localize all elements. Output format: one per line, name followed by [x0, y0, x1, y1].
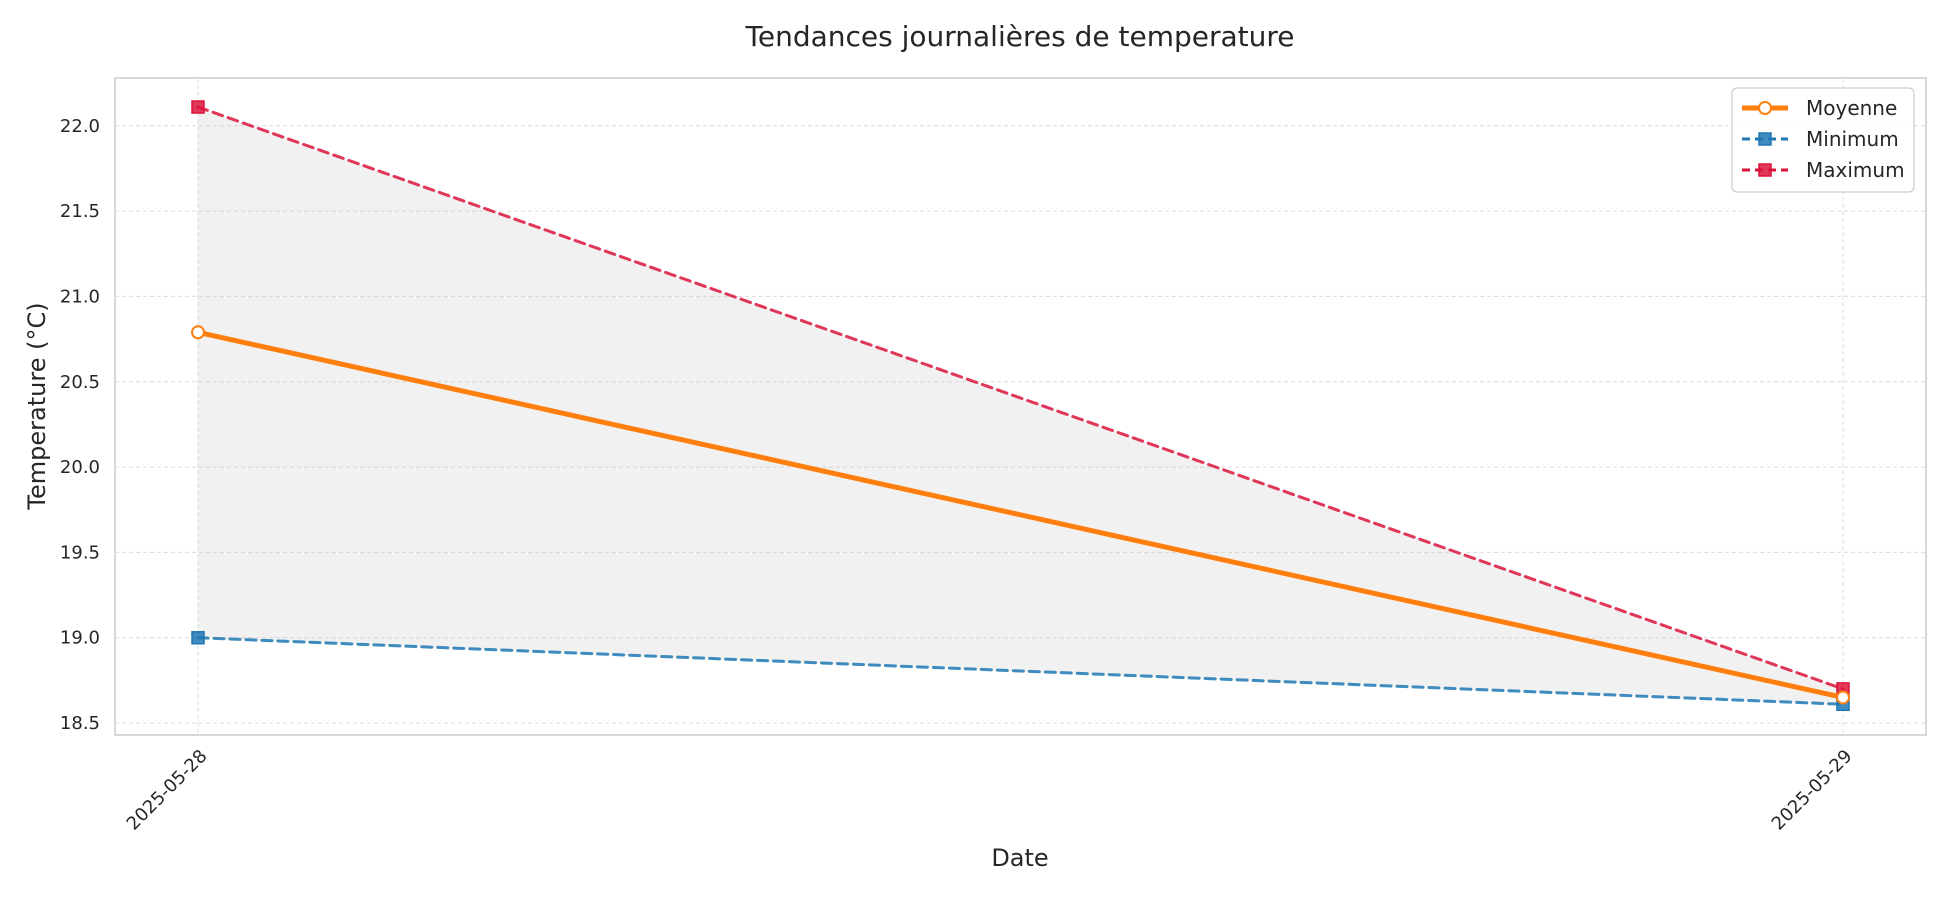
y-tick-label: 20.0 [60, 457, 100, 478]
y-tick-label: 19.0 [60, 628, 100, 649]
y-tick-label: 20.5 [60, 372, 100, 393]
legend: Moyenne Minimum Maximum [1731, 87, 1915, 193]
y-axis-label: Temperature (°C) [23, 302, 51, 510]
y-tick-label: 21.5 [60, 201, 100, 222]
min-max-band [198, 107, 1843, 705]
legend-moyenne-label: Moyenne [1806, 96, 1897, 120]
y-axis-ticks: 18.5 19.0 19.5 20.0 20.5 21.0 21.5 22.0 [60, 116, 100, 734]
y-tick-label: 18.5 [60, 713, 100, 734]
legend-box [1731, 87, 1915, 193]
minimum-line [196, 636, 1845, 706]
moyenne-line [195, 329, 1846, 700]
min-max-fill [198, 107, 1843, 705]
plot-area [114, 77, 1927, 736]
legend-minimum-label: Minimum [1806, 127, 1899, 151]
maximum-point [191, 100, 205, 114]
y-tick-label: 22.0 [60, 116, 100, 137]
plot-frame [114, 77, 1927, 736]
moyenne-point [191, 325, 205, 340]
legend-moyenne-marker [1758, 101, 1772, 115]
y-tick-label: 19.5 [60, 542, 100, 563]
chart-title: Tendances journalières de temperature [745, 20, 1295, 53]
maximum-line [196, 105, 1845, 691]
y-tick-label: 21.0 [60, 286, 100, 307]
x-axis-label: Date [991, 844, 1048, 872]
legend-maximum-label: Maximum [1806, 158, 1905, 182]
legend-minimum-marker [1758, 132, 1772, 146]
minimum-point [191, 630, 205, 645]
moyenne-point [1836, 690, 1850, 705]
legend-maximum-marker [1758, 163, 1772, 177]
series-lines [191, 100, 1850, 712]
